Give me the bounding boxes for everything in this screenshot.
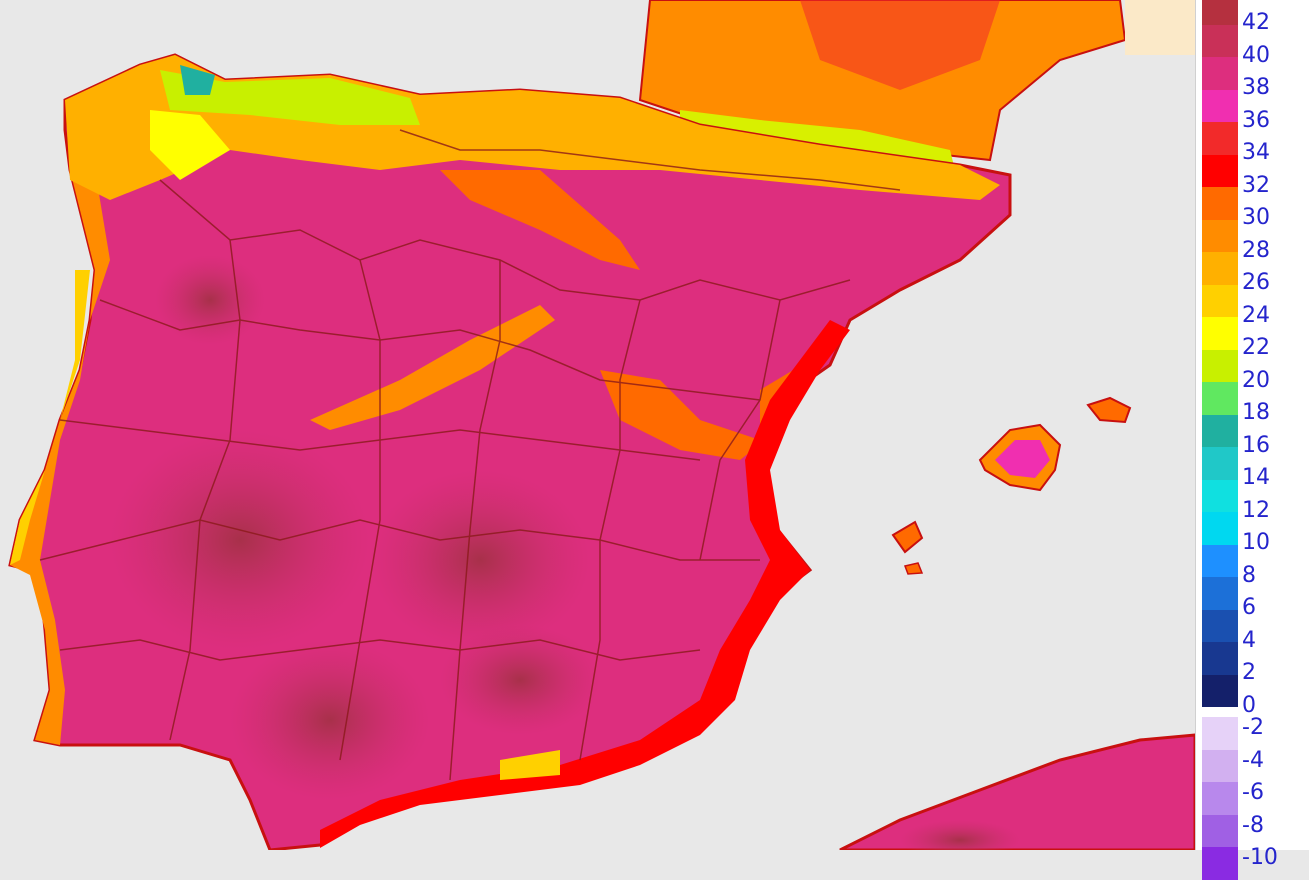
legend-swatch-40 [1202, 24, 1238, 57]
legend-swatch-38 [1202, 57, 1238, 90]
legend-label-4: 4 [1242, 627, 1256, 653]
legend-label-26: 26 [1242, 270, 1270, 295]
legend-label-30: 30 [1242, 205, 1270, 230]
temperature-legend: 42 40 38 36 34 32 30 28 26 24 22 20 18 16 14 12 10 8 6 4 2 0-… [1195, 0, 1309, 880]
ebro-warm [440, 170, 640, 270]
legend-swatch-12 [1202, 479, 1238, 512]
hotspot-extremadura [110, 430, 370, 650]
legend-swatch-8 [1202, 544, 1238, 577]
legend-swatch-36 [1202, 89, 1238, 122]
legend-swatch-26 [1202, 252, 1238, 285]
legend-label-24: 24 [1242, 302, 1270, 328]
legend-swatch-32 [1202, 154, 1238, 187]
legend-swatch-42 [1202, 0, 1238, 25]
legend-label-18: 18 [1242, 400, 1270, 425]
asturias-coldest [180, 65, 215, 95]
legend-swatch--6 [1202, 782, 1238, 815]
legend-swatch-34 [1202, 122, 1238, 155]
hotspot-guadalquivir [230, 640, 430, 800]
legend-label-32: 32 [1242, 172, 1270, 198]
mediterranean-coast-warm [320, 320, 850, 848]
legend-swatch--10 [1202, 847, 1238, 880]
france-north-hot [800, 0, 1000, 90]
legend-swatch--8 [1202, 814, 1238, 847]
legend-label--6: -6 [1242, 780, 1264, 805]
map-svg [8, 0, 1195, 850]
legend-label-36: 36 [1242, 107, 1270, 133]
mallorca-interior [995, 440, 1050, 478]
switzerland-area [1125, 0, 1195, 55]
asturias-cool [160, 70, 420, 125]
portugal-coast-warm [10, 170, 110, 745]
legend-label-28: 28 [1242, 237, 1270, 263]
legend-label-40: 40 [1242, 42, 1270, 68]
legend-label-10: 10 [1242, 530, 1270, 555]
legend-label-22: 22 [1242, 335, 1270, 360]
legend-label--10: -10 [1242, 845, 1278, 870]
legend-swatch-16 [1202, 414, 1238, 447]
formentera [903, 562, 924, 575]
ibiza [891, 520, 924, 554]
legend-swatch-18 [1202, 382, 1238, 415]
north-africa-land [839, 733, 1195, 850]
hotspot-la-mancha [370, 470, 590, 650]
legend-label-8: 8 [1242, 562, 1256, 588]
legend-label-2: 2 [1242, 660, 1256, 685]
hotspot-jaen [440, 625, 600, 735]
legend-swatch-28 [1202, 219, 1238, 252]
legend-swatch-2 [1202, 642, 1238, 675]
legend-label--8: -8 [1242, 812, 1264, 838]
portugal-coast-mild [10, 270, 90, 565]
legend-label-20: 20 [1242, 367, 1270, 393]
legend-label-38: 38 [1242, 75, 1270, 100]
legend-swatch--2 [1202, 717, 1238, 750]
legend-label-34: 34 [1242, 140, 1270, 165]
legend-swatch-6 [1202, 577, 1238, 610]
legend-swatch-0 [1202, 674, 1238, 707]
iberian-system-warm [600, 360, 810, 460]
legend-swatch-10 [1202, 512, 1238, 545]
legend-swatch-14 [1202, 447, 1238, 480]
hotspot-africa [900, 820, 1020, 850]
legend-swatch-22 [1202, 317, 1238, 350]
legend-label-14: 14 [1242, 465, 1270, 490]
legend-label-0: 0 [1242, 692, 1256, 718]
legend-label--4: -4 [1242, 747, 1264, 773]
legend-swatch--4 [1202, 749, 1238, 782]
central-system-warm [310, 305, 555, 430]
legend-swatch-24 [1202, 284, 1238, 317]
legend-label-6: 6 [1242, 595, 1256, 620]
galicia-yellow [150, 110, 230, 180]
legend-label-16: 16 [1242, 432, 1270, 458]
province-borders [39, 129, 901, 781]
hotspot-northwest [155, 255, 265, 345]
legend-label--2: -2 [1242, 715, 1264, 740]
legend-swatch-30 [1202, 187, 1238, 220]
legend-swatch-20 [1202, 349, 1238, 382]
menorca [1086, 396, 1132, 424]
legend-label-42: 42 [1242, 10, 1270, 35]
legend-swatch-4 [1202, 609, 1238, 642]
temperature-map [8, 0, 1195, 850]
andalusia-coast-orange [500, 750, 560, 780]
legend-label-12: 12 [1242, 497, 1270, 523]
